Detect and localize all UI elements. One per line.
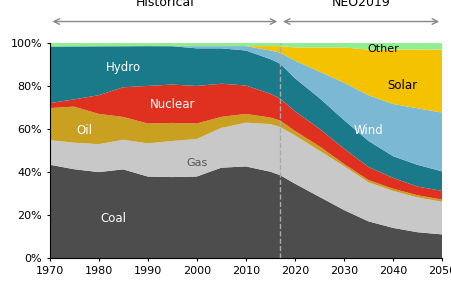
Text: NEO2019: NEO2019 <box>331 0 391 9</box>
Text: Historical: Historical <box>135 0 194 9</box>
Text: Nuclear: Nuclear <box>149 98 195 111</box>
Text: Other: Other <box>367 44 399 54</box>
Text: Hydro: Hydro <box>106 61 141 74</box>
Text: Solar: Solar <box>388 79 418 92</box>
Text: Oil: Oil <box>76 124 92 137</box>
Text: Coal: Coal <box>101 212 126 225</box>
Text: Wind: Wind <box>354 124 383 137</box>
Text: Gas: Gas <box>186 158 207 168</box>
